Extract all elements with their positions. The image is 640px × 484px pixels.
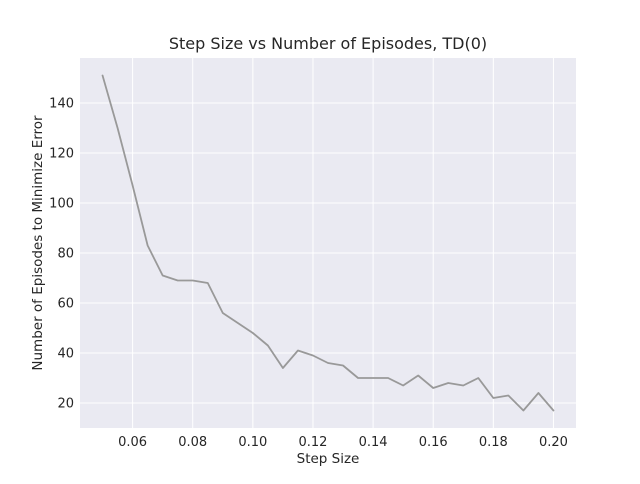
x-tick-label: 0.06 <box>118 435 147 450</box>
x-axis-label: Step Size <box>297 451 360 467</box>
x-tick-label: 0.18 <box>479 435 508 450</box>
x-tick-label: 0.16 <box>419 435 448 450</box>
y-tick-label: 20 <box>57 397 74 412</box>
y-tick-label: 80 <box>57 247 74 262</box>
x-tick-label: 0.10 <box>238 435 267 450</box>
tick-labels: 0.06 0.08 0.10 0.12 0.14 0.16 0.18 0.20 20 40 60 80… <box>49 97 568 451</box>
series-layer <box>101 74 555 412</box>
y-tick-label: 100 <box>49 197 74 212</box>
x-tick-label: 0.14 <box>359 435 388 450</box>
x-tick-label: 0.08 <box>178 435 207 450</box>
series-line <box>101 74 555 412</box>
x-tick-label: 0.20 <box>539 435 568 450</box>
y-tick-label: 140 <box>49 97 74 112</box>
y-tick-label: 40 <box>57 347 74 362</box>
plot-background <box>80 58 576 428</box>
y-axis-label: Number of Episodes to Minimize Error <box>30 115 46 371</box>
x-tick-label: 0.12 <box>298 435 327 450</box>
y-tick-label: 60 <box>57 297 74 312</box>
chart-title: Step Size vs Number of Episodes, TD(0) <box>169 34 487 53</box>
y-tick-label: 120 <box>49 147 74 162</box>
gridlines <box>80 58 576 428</box>
